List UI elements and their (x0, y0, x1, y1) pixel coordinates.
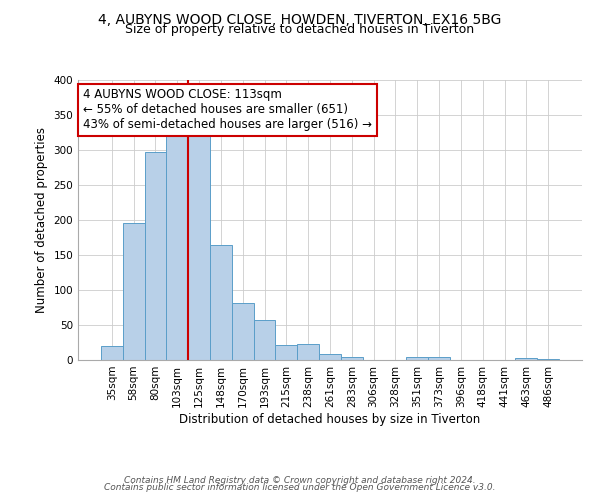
Text: 4 AUBYNS WOOD CLOSE: 113sqm
← 55% of detached houses are smaller (651)
43% of se: 4 AUBYNS WOOD CLOSE: 113sqm ← 55% of det… (83, 88, 372, 132)
Bar (101, 346, 123, 360)
Bar (428, 356, 450, 360)
Bar (254, 320, 275, 360)
Bar (319, 354, 341, 360)
Bar (275, 344, 297, 360)
Y-axis label: Number of detached properties: Number of detached properties (35, 127, 48, 313)
Bar (210, 244, 232, 360)
Bar (232, 302, 254, 360)
Bar (537, 358, 559, 360)
Bar (188, 134, 210, 360)
Bar (341, 356, 363, 360)
Text: Size of property relative to detached houses in Tiverton: Size of property relative to detached ho… (125, 22, 475, 36)
Bar (406, 356, 428, 360)
Bar (166, 134, 188, 360)
Bar (145, 152, 166, 360)
Bar (123, 223, 145, 360)
Text: Contains public sector information licensed under the Open Government Licence v3: Contains public sector information licen… (104, 484, 496, 492)
Text: 4, AUBYNS WOOD CLOSE, HOWDEN, TIVERTON, EX16 5BG: 4, AUBYNS WOOD CLOSE, HOWDEN, TIVERTON, … (98, 12, 502, 26)
X-axis label: Distribution of detached houses by size in Tiverton: Distribution of detached houses by size … (179, 412, 481, 426)
Bar (515, 358, 537, 360)
Text: Contains HM Land Registry data © Crown copyright and database right 2024.: Contains HM Land Registry data © Crown c… (124, 476, 476, 485)
Bar (297, 344, 319, 360)
